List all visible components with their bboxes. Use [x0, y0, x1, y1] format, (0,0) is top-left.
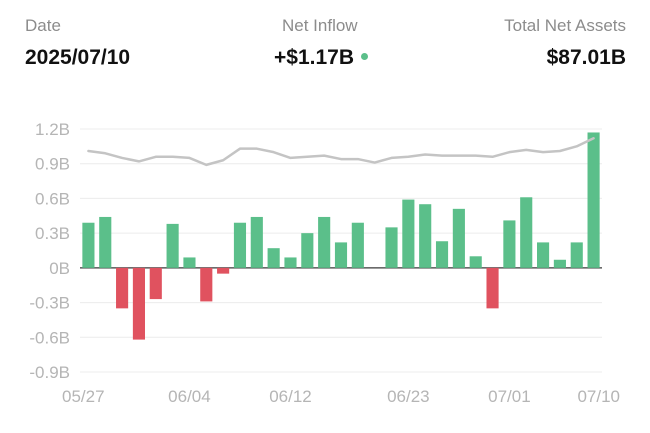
total-net-assets-value: $87.01B [546, 46, 626, 69]
bar [217, 267, 230, 274]
bar [419, 204, 432, 268]
bar [435, 241, 449, 268]
positive-dot-icon [360, 52, 368, 60]
y-tick-label: -0.9B [29, 363, 70, 382]
bar [385, 227, 398, 268]
total-net-assets-label: Total Net Assets [504, 16, 626, 35]
bar [351, 222, 364, 268]
y-axis-labels: 1.2B 0.9B 0.6B 0.3B 0B -0.3B -0.6B -0.9B [29, 120, 70, 382]
y-tick-label: 0.3B [35, 224, 70, 243]
bar [334, 242, 348, 268]
x-tick-label: 06/12 [269, 387, 312, 406]
bar [486, 267, 499, 309]
bar [183, 257, 196, 268]
bar [267, 248, 280, 268]
line-layer [87, 137, 595, 167]
bar [318, 216, 331, 268]
bars-layer [82, 132, 600, 340]
y-tick-label: 1.2B [35, 120, 70, 139]
bar [284, 257, 297, 268]
bar [553, 259, 566, 268]
bar [301, 233, 314, 268]
x-axis-labels: 05/27 06/04 06/12 06/23 07/01 07/10 [62, 387, 620, 406]
bar [149, 267, 162, 300]
bar [116, 267, 129, 309]
y-tick-label: 0B [49, 259, 70, 278]
bar [132, 267, 145, 340]
y-tick-label: -0.3B [29, 294, 70, 313]
total-assets-line [87, 137, 595, 167]
bar [82, 222, 95, 268]
bar [402, 199, 415, 268]
bar [469, 256, 482, 268]
bar [200, 267, 213, 302]
y-tick-label: 0.9B [35, 155, 70, 174]
x-tick-label: 06/04 [168, 387, 211, 406]
bar [166, 223, 179, 268]
x-tick-label: 05/27 [62, 387, 105, 406]
date-label: Date [25, 16, 61, 35]
bar [99, 216, 112, 268]
x-tick-label: 07/10 [577, 387, 620, 406]
bar [233, 222, 247, 268]
net-inflow-value: +$1.17B [274, 46, 354, 69]
bar [250, 216, 263, 268]
y-tick-label: -0.6B [29, 328, 70, 347]
bar [587, 132, 600, 268]
bar [520, 197, 533, 268]
bar [537, 242, 550, 268]
x-tick-label: 07/01 [488, 387, 531, 406]
net-inflow-label: Net Inflow [282, 16, 358, 35]
x-tick-label: 06/23 [387, 387, 430, 406]
net-inflow-row: +$1.17B [274, 46, 368, 70]
y-tick-label: 0.6B [35, 189, 70, 208]
bar [452, 208, 465, 268]
date-value: 2025/07/10 [25, 46, 131, 69]
bar [503, 220, 516, 268]
bar [570, 242, 583, 268]
